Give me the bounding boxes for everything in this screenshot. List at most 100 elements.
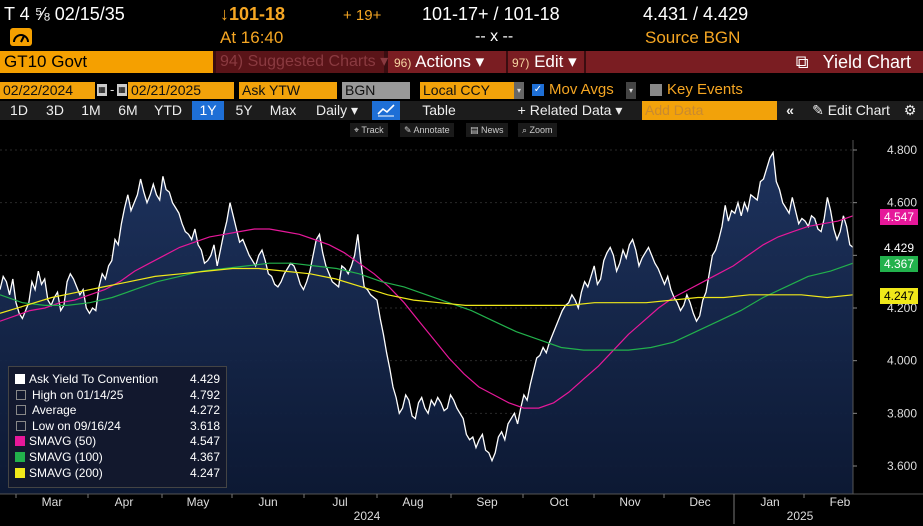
y-tick-label: 4.800 xyxy=(887,143,917,157)
legend-row[interactable]: Ask Yield To Convention 4.429 xyxy=(15,372,220,386)
tab-5y[interactable]: 5Y xyxy=(235,102,253,118)
currency-dropdown-icon[interactable]: ▾ xyxy=(514,82,524,99)
last-value-tag: 4.547 xyxy=(880,208,919,225)
actions-menu[interactable]: 96) Actions ▾ xyxy=(388,51,506,73)
month-label: Aug xyxy=(402,495,423,509)
field-select[interactable]: Ask YTW xyxy=(239,82,337,99)
actions-label: Actions ▾ xyxy=(415,52,485,71)
legend-row[interactable]: Average 4.272 xyxy=(15,403,220,417)
legend-label: SMAVG (100) xyxy=(29,450,103,464)
edit-chart-label: Edit Chart xyxy=(827,102,890,118)
actions-num: 96) xyxy=(394,56,412,70)
series-line-1 xyxy=(0,215,854,409)
tab-1d[interactable]: 1D xyxy=(10,102,28,118)
date-separator: - xyxy=(110,82,115,97)
tab-6m[interactable]: 6M xyxy=(118,102,138,118)
edit-menu[interactable]: 97) Edit ▾ xyxy=(508,51,584,73)
series-line-0 xyxy=(0,150,854,463)
legend-label: SMAVG (200) xyxy=(29,465,103,480)
tab-1y[interactable]: 1Y xyxy=(192,101,224,120)
legend-swatch xyxy=(15,436,25,447)
menu-bar: GT10 Govt 94) Suggested Charts ▾ 96) Act… xyxy=(0,51,923,73)
mid-x: -- x -- xyxy=(475,28,514,45)
mov-avgs-dropdown-icon[interactable]: ▾ xyxy=(626,82,636,99)
price-change: ↓101-18 xyxy=(220,4,286,24)
collapse-icon[interactable]: « xyxy=(786,102,794,118)
start-date-input[interactable]: 02/22/2024 xyxy=(0,82,95,99)
y-tick-label: 3.600 xyxy=(887,459,917,473)
month-label: Dec xyxy=(689,495,710,509)
legend-panel: Ask Yield To Convention 4.429 High on 01/1… xyxy=(8,366,227,488)
last-value-tag: 4.367 xyxy=(880,256,919,273)
change-ticks: + 19+ xyxy=(343,7,382,24)
gear-icon[interactable]: ⚙ xyxy=(903,102,917,118)
currency-select[interactable]: Local CCY xyxy=(420,82,514,99)
month-label: Jan xyxy=(760,495,779,509)
yield-chart-button[interactable]: ⧉ Yield Chart xyxy=(586,51,923,73)
tab-ytd[interactable]: YTD xyxy=(154,102,182,118)
legend-row[interactable]: SMAVG (200) 4.247 xyxy=(15,466,220,480)
calendar-icon[interactable]: ▦ xyxy=(117,84,127,96)
news-tool[interactable]: ▤ News xyxy=(466,123,508,137)
month-label: Jun xyxy=(258,495,277,509)
add-data-input[interactable]: Add Data xyxy=(642,101,777,120)
y-tick-label: 4.600 xyxy=(887,196,917,210)
legend-value: 4.547 xyxy=(189,434,220,449)
pricing-source-input[interactable]: BGN xyxy=(342,82,410,99)
legend-row[interactable]: High on 01/14/25 4.792 xyxy=(15,388,220,402)
month-label: Oct xyxy=(550,495,569,509)
security-field[interactable]: GT10 Govt xyxy=(0,51,213,73)
year-label: 2024 xyxy=(354,509,381,523)
bid-ask-price: 101-17+ / 101-18 xyxy=(422,4,560,24)
legend-marker-icon xyxy=(16,389,26,400)
y-tick-label: 4.000 xyxy=(887,354,917,368)
legend-label: High on 01/14/25 xyxy=(32,387,124,402)
legend-row[interactable]: SMAVG (50) 4.547 xyxy=(15,434,220,448)
track-tool[interactable]: ⌖ Track xyxy=(350,123,388,137)
legend-row[interactable]: Low on 09/16/24 3.618 xyxy=(15,419,220,433)
month-label: Mar xyxy=(42,495,63,509)
month-label: Apr xyxy=(115,495,134,509)
edit-num: 97) xyxy=(512,56,530,70)
legend-value: 4.429 xyxy=(189,372,220,386)
tab-1m[interactable]: 1M xyxy=(81,102,101,118)
legend-swatch xyxy=(15,467,25,478)
legend-value: 4.367 xyxy=(189,450,220,464)
external-link-icon: ⧉ xyxy=(795,52,809,72)
annotate-tool[interactable]: ✎ Annotate xyxy=(400,123,454,137)
edit-chart-button[interactable]: ✎ Edit Chart xyxy=(805,101,897,120)
key-events-checkbox[interactable] xyxy=(650,84,662,96)
end-date-input[interactable]: 02/21/2025 xyxy=(128,82,234,99)
year-label: 2025 xyxy=(787,509,814,523)
track-label: Track xyxy=(361,125,384,135)
last-value-tag: 4.247 xyxy=(880,287,919,304)
legend-label: Low on 09/16/24 xyxy=(32,418,121,433)
legend-marker-icon xyxy=(16,420,26,431)
related-data-menu[interactable]: + Related Data ▾ xyxy=(517,102,623,118)
edit-label: Edit ▾ xyxy=(534,52,577,71)
mov-avgs-label: Mov Avgs xyxy=(549,81,614,98)
suggested-charts-menu[interactable]: 94) Suggested Charts ▾ xyxy=(216,51,388,73)
legend-row[interactable]: SMAVG (100) 4.367 xyxy=(15,450,220,464)
at-time: At 16:40 xyxy=(220,28,284,47)
legend-value: 4.792 xyxy=(189,387,220,402)
gauge-icon[interactable] xyxy=(10,28,32,46)
legend-swatch xyxy=(15,452,25,462)
last-value-tag: 4.429 xyxy=(880,239,919,256)
y-tick-label: 3.800 xyxy=(887,406,917,420)
tab-max[interactable]: Max xyxy=(269,102,297,118)
zoom-tool[interactable]: ⌕ Zoom xyxy=(518,123,557,137)
month-label: May xyxy=(187,495,210,509)
frequency-select[interactable]: Daily ▾ xyxy=(315,102,359,118)
y-tick-label: 4.200 xyxy=(887,301,917,315)
tab-3d[interactable]: 3D xyxy=(46,102,64,118)
mov-avgs-checkbox[interactable]: ✓ xyxy=(532,84,544,96)
legend-marker-icon xyxy=(16,405,26,416)
table-button[interactable]: Table xyxy=(422,102,456,118)
source-label: Source BGN xyxy=(645,28,741,47)
calendar-icon[interactable]: ▦ xyxy=(97,84,107,96)
bid-ask-yield: 4.431 / 4.429 xyxy=(643,4,749,24)
zoom-label: Zoom xyxy=(529,125,553,135)
series-line-2 xyxy=(0,262,854,351)
line-chart-icon[interactable] xyxy=(372,101,400,120)
